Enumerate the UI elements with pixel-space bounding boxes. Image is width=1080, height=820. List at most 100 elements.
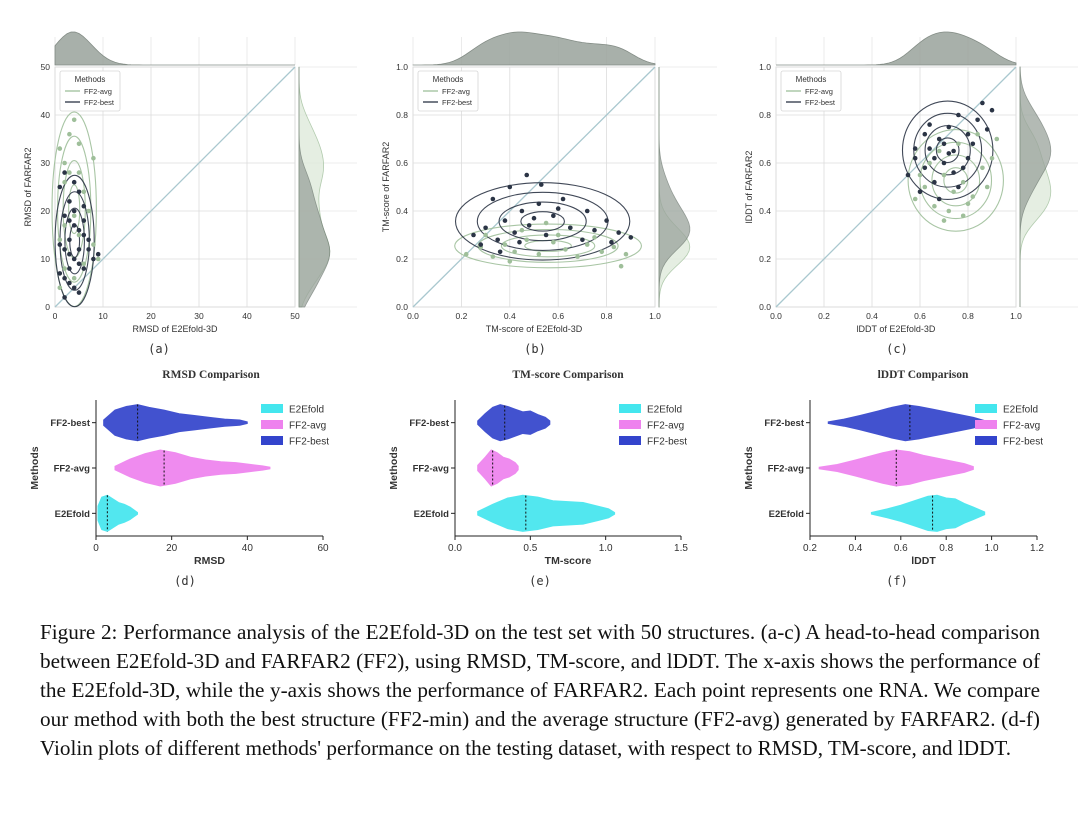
y-tick-label: FF2-avg [54, 464, 91, 475]
data-point [483, 232, 488, 238]
data-point [81, 232, 87, 238]
data-point [71, 275, 77, 281]
y-tick-label: E2Efold [769, 509, 805, 520]
data-point [71, 285, 77, 291]
y-tick-label: E2Efold [414, 509, 450, 520]
data-point [62, 266, 67, 271]
data-point [604, 218, 609, 223]
data-point [941, 172, 947, 178]
y-tick-label: 30 [41, 158, 51, 168]
data-point [76, 189, 82, 195]
legend: Methods FF2-avg FF2-best [780, 70, 842, 112]
y-tick-label: 1.0 [396, 62, 408, 72]
y-tick-label: 1.0 [759, 62, 771, 72]
data-point [512, 230, 517, 235]
data-point [551, 239, 556, 245]
x-axis-label: TM-score of E2Efold-3D [486, 324, 583, 334]
data-point [555, 206, 561, 211]
legend-entry: FF2-avg [1003, 421, 1040, 432]
data-point [580, 237, 585, 243]
legend: Methods FF2-avg FF2-best [59, 70, 121, 112]
data-point [932, 203, 937, 209]
legend: E2Efold FF2-avg FF2-best [619, 404, 687, 448]
legend-entry: FF2-best [1003, 437, 1043, 448]
density-contour [54, 174, 95, 308]
data-point [563, 247, 568, 252]
data-point [519, 208, 525, 214]
data-point [575, 254, 580, 259]
x-tick-label: 1.0 [1010, 311, 1022, 321]
data-point [67, 237, 72, 243]
data-point [984, 184, 990, 190]
y-axis-label: Methods [388, 446, 400, 489]
data-point [623, 251, 629, 257]
y-axis-label: TM-score of FARFAR2 [381, 142, 391, 233]
data-point [536, 201, 542, 207]
violin-e2efold [870, 494, 986, 532]
data-point [956, 184, 961, 190]
data-point [970, 141, 976, 147]
identity-line [412, 66, 656, 308]
data-point [965, 131, 971, 137]
data-point [71, 179, 77, 185]
data-point [989, 155, 995, 161]
data-point [62, 275, 67, 281]
data-point [555, 232, 561, 238]
x-axis-label: RMSD [194, 555, 225, 567]
data-point [951, 148, 956, 154]
data-point [932, 155, 937, 161]
y-tick-label: 0.0 [759, 302, 771, 312]
y-tick-label: FF2-best [409, 418, 449, 429]
data-point [984, 127, 990, 132]
data-point [81, 218, 87, 223]
y-axis-label: Methods [29, 446, 41, 489]
data-point [599, 249, 605, 255]
violin-panel-e: TM-score Comparison 0.0 0.5 1.0 1.5 FF2-best F… [388, 369, 688, 588]
data-point [946, 151, 952, 156]
data-point [905, 172, 911, 178]
data-point [965, 155, 971, 161]
x-tick-label: 1.0 [649, 311, 661, 321]
data-point [960, 213, 966, 219]
data-point [95, 251, 101, 257]
data-point [936, 196, 942, 202]
y-tick-label: FF2-best [764, 418, 804, 429]
x-tick-label: 40 [242, 311, 252, 321]
data-point [76, 170, 82, 175]
data-point [76, 232, 82, 238]
violin-e2efold [477, 494, 616, 532]
legend-box [59, 70, 121, 112]
data-point [502, 242, 508, 247]
density-contour [68, 184, 81, 235]
chart-title: TM-score Comparison [512, 369, 624, 381]
data-point [76, 141, 82, 147]
data-point [941, 160, 947, 166]
data-point [912, 196, 918, 202]
legend: E2Efold FF2-avg FF2-best [261, 404, 329, 448]
data-point [86, 237, 91, 243]
x-tick-label: 0.4 [504, 311, 516, 321]
x-tick-label: 0.8 [962, 311, 974, 321]
data-point [980, 165, 985, 171]
x-tick-label: 20 [146, 311, 156, 321]
x-tick-label: 0.4 [848, 543, 862, 554]
legend-entry: FF2-best [84, 98, 115, 107]
legend-box [780, 70, 842, 112]
violin-ff2-best [477, 404, 551, 442]
data-point [57, 242, 63, 247]
y-tick-label: 0.2 [396, 254, 408, 264]
legend-entry: FF2-avg [805, 87, 833, 96]
violin-panel-f: lDDT Comparison 0.2 0.4 0.6 0.8 1.0 1.2 FF2-bes… [743, 369, 1044, 588]
legend-entry: FF2-best [442, 98, 473, 107]
data-point [970, 194, 976, 199]
legend-title: Methods [796, 75, 827, 84]
data-point [495, 237, 501, 243]
marginal-density-x [776, 31, 1017, 66]
marginal-density-x [54, 31, 295, 66]
legend-swatch [261, 420, 283, 429]
y-axis-label: lDDT of FARFAR2 [744, 151, 754, 224]
x-tick-label: 1.5 [674, 543, 688, 554]
data-point [86, 247, 91, 252]
data-point [592, 227, 597, 233]
data-point [517, 239, 522, 245]
